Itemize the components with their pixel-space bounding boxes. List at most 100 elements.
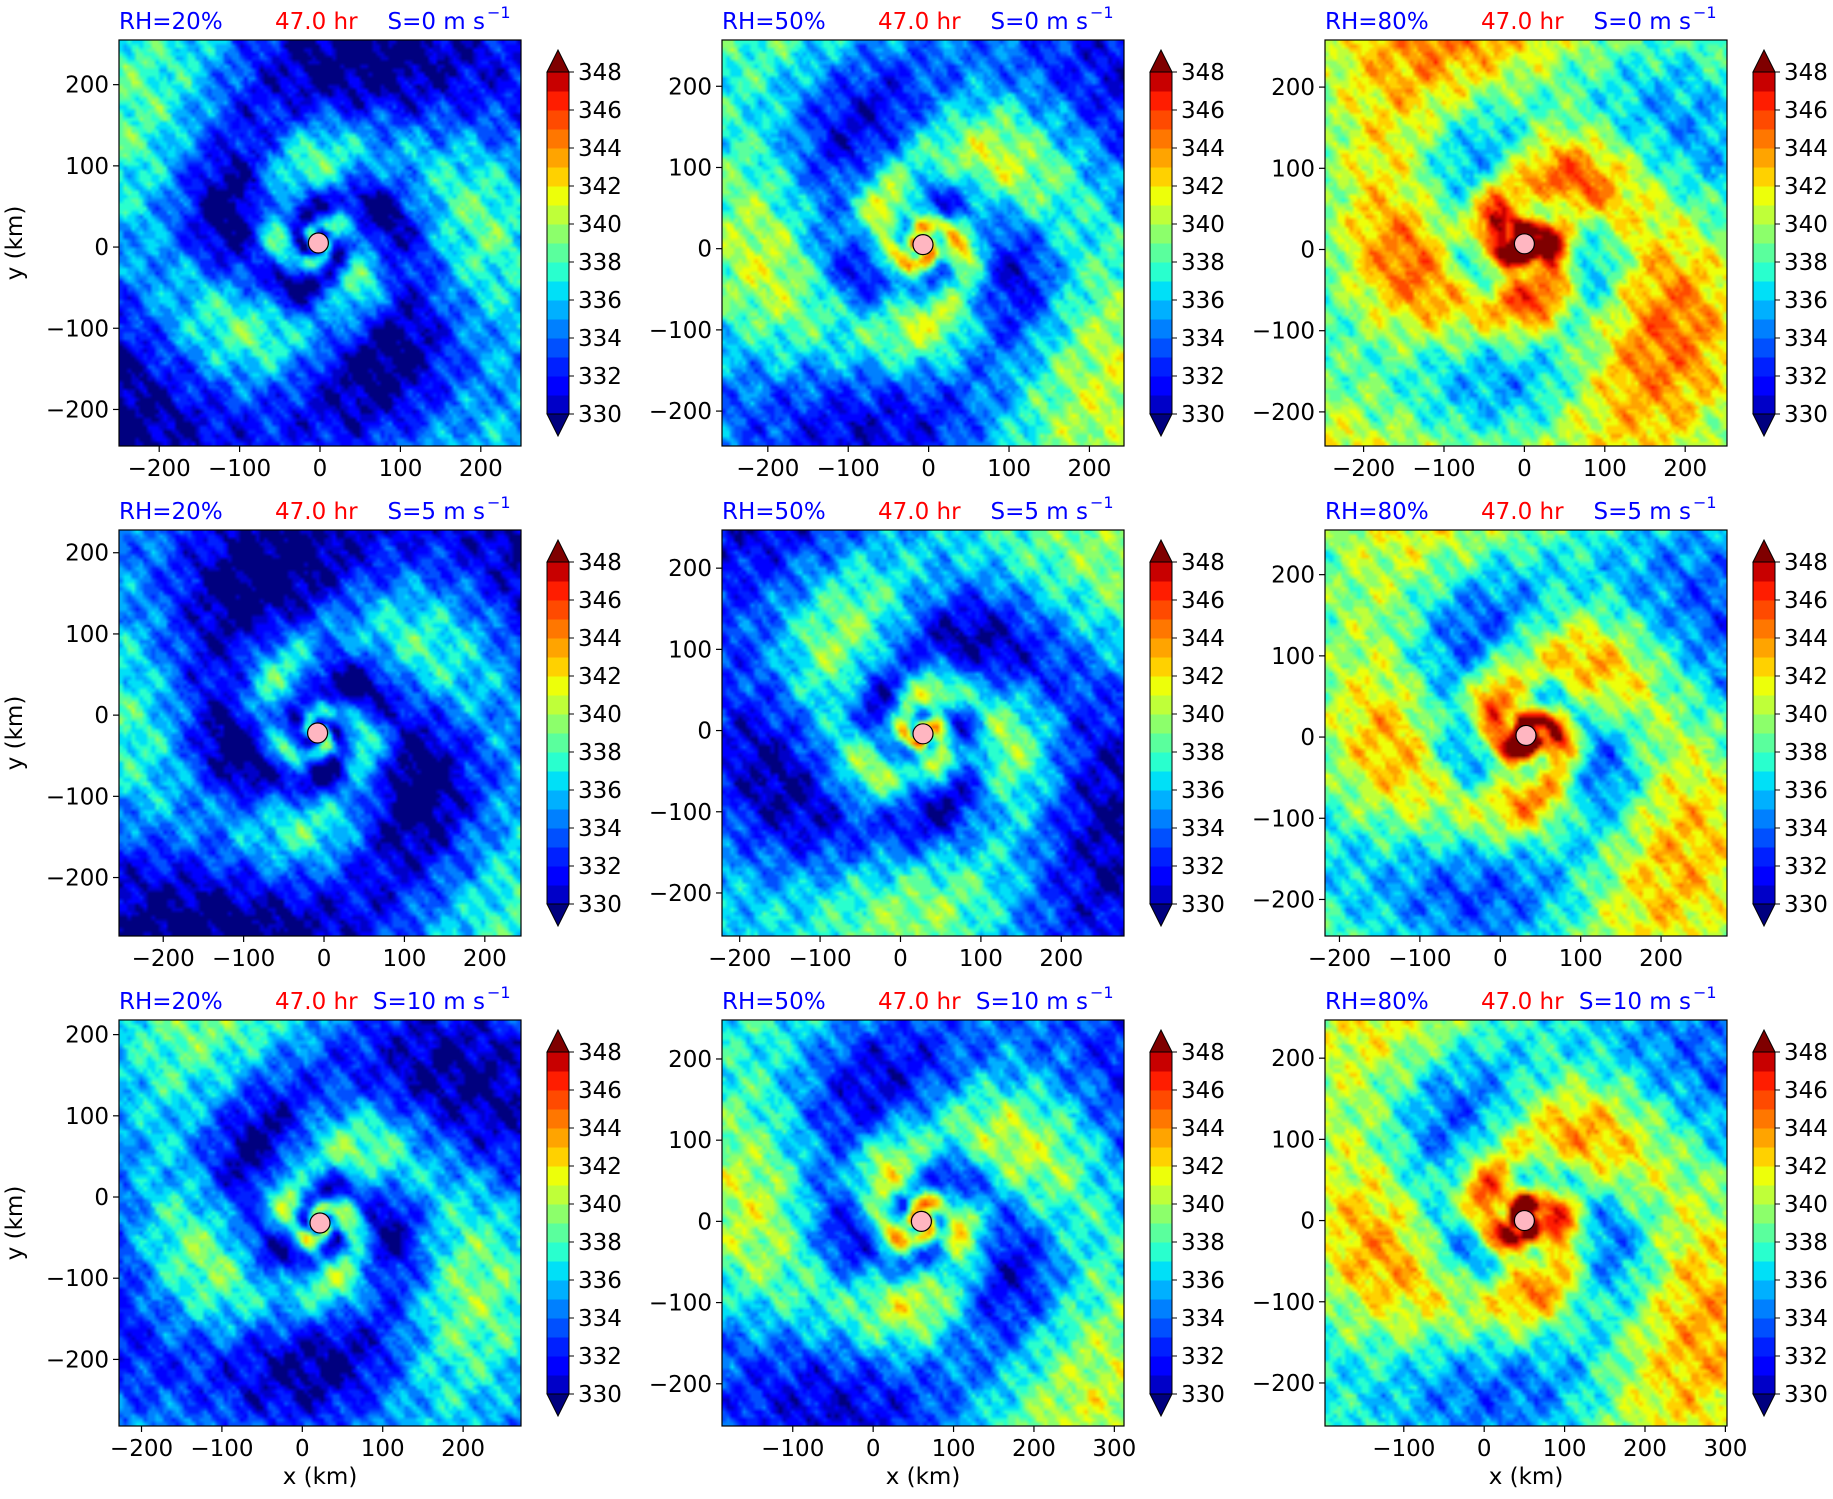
colorbar-tick-label: 346 [1784, 98, 1828, 124]
colorbar-tick-label: 342 [1784, 664, 1828, 690]
colorbar-segment [547, 1223, 569, 1243]
y-tick-label: 100 [65, 622, 109, 648]
colorbar-tick-label: 334 [1784, 326, 1828, 352]
panel-time-label: 47.0 hr [275, 9, 358, 35]
colorbar-tick-label: 348 [578, 1040, 622, 1066]
colorbar-segment [1753, 885, 1775, 905]
panel-shear-label: S=5 m s [990, 499, 1088, 525]
colorbar-tick-label: 336 [1181, 288, 1225, 314]
y-tick-label: 200 [1271, 1046, 1315, 1072]
y-tick-label: 0 [94, 1185, 109, 1211]
panel-5: −200 −100 0 100 200 −200 −100 0 100 200 RH=50% 47.0… [649, 493, 1225, 972]
colorbar-tick-label: 330 [1784, 402, 1828, 428]
storm-center-marker [1513, 233, 1535, 255]
colorbar-extend-max [1752, 48, 1776, 73]
colorbar-tick-label: 336 [1181, 1268, 1225, 1294]
y-tick-label: −200 [46, 866, 109, 892]
y-tick-label: 200 [65, 73, 109, 99]
x-axis-label: x (km) [886, 1464, 961, 1490]
panel-shear-exponent: −1 [1693, 983, 1717, 1002]
colorbar-segment [1753, 790, 1775, 810]
colorbar-tick-label: 332 [578, 1344, 622, 1370]
colorbar-segment [1753, 1052, 1775, 1072]
y-axis-label: y (km) [2, 696, 28, 771]
x-tick-label: −100 [190, 1436, 253, 1462]
colorbar-segment [1150, 1185, 1172, 1205]
x-tick-label: 100 [361, 1436, 405, 1462]
x-tick-label: 100 [378, 456, 422, 482]
colorbar-segment [1150, 733, 1172, 753]
colorbar-extend-max [1752, 1028, 1776, 1053]
x-tick-label: 100 [1583, 456, 1627, 482]
colorbar-segment [1753, 847, 1775, 867]
x-tick-label: −200 [736, 456, 799, 482]
panel-time-label: 47.0 hr [878, 9, 961, 35]
colorbar-tick-label: 330 [1784, 1382, 1828, 1408]
colorbar-segment [1753, 695, 1775, 715]
y-tick-label: 100 [668, 155, 712, 181]
colorbar-tick-label: 334 [1784, 1306, 1828, 1332]
colorbar-extend-min [1149, 903, 1173, 928]
colorbar-tick-label: 346 [1181, 588, 1225, 614]
colorbar-segment [1150, 1261, 1172, 1281]
storm-center-marker [306, 722, 329, 744]
colorbar-segment [1753, 1242, 1775, 1262]
colorbar-frame [1149, 1051, 1173, 1395]
colorbar-tick-label: 336 [1784, 778, 1828, 804]
colorbar-segment [1150, 885, 1172, 905]
colorbar-segment [547, 581, 569, 601]
x-tick-label: 0 [1493, 946, 1508, 972]
colorbar-extend-max [546, 1028, 570, 1053]
colorbar-segment [1150, 1280, 1172, 1300]
y-tick-label: −100 [649, 318, 712, 344]
storm-center-marker [307, 232, 329, 254]
colorbar-segment [1150, 676, 1172, 696]
colorbar-segment [547, 1128, 569, 1148]
colorbar-tick-label: 342 [1784, 1154, 1828, 1180]
panel-rh-label: RH=50% [722, 499, 826, 525]
colorbar-segment [547, 1090, 569, 1110]
colorbar-segment [1753, 1356, 1775, 1376]
y-tick-label: −100 [46, 784, 109, 810]
colorbar-frame [1149, 71, 1173, 415]
colorbar-segment [547, 1261, 569, 1281]
colorbar-extend-min [546, 413, 570, 438]
x-tick-label: −100 [761, 1436, 824, 1462]
colorbar-tick-label: 332 [1181, 364, 1225, 390]
x-tick-label: −100 [1388, 946, 1451, 972]
colorbar-segment [1150, 1071, 1172, 1091]
colorbar-segment [1150, 809, 1172, 829]
colorbar-segment [547, 1337, 569, 1357]
panel-shear-exponent: −1 [1090, 493, 1114, 512]
x-tick-label: 200 [441, 1436, 485, 1462]
colorbar-tick-label: 342 [578, 174, 622, 200]
colorbar-tick-label: 334 [1181, 326, 1225, 352]
colorbar-segment [1753, 1185, 1775, 1205]
colorbar-segment [1150, 828, 1172, 848]
colorbar-frame [546, 1051, 570, 1395]
colorbar-tick-label: 334 [578, 326, 622, 352]
colorbar: 330 332 334 336 338 340 342 344 346 348 [1149, 48, 1225, 438]
colorbar-segment [547, 809, 569, 829]
colorbar-tick-label: 346 [1181, 98, 1225, 124]
panel-shear-exponent: −1 [1693, 3, 1717, 22]
colorbar-segment [1753, 72, 1775, 92]
panel-rh-label: RH=50% [722, 9, 826, 35]
colorbar-segment [1753, 357, 1775, 377]
x-tick-label: 300 [1703, 1436, 1747, 1462]
colorbar-segment [547, 676, 569, 696]
colorbar-segment [547, 186, 569, 206]
axes-frame [1324, 39, 1728, 447]
panel-shear-label: S=5 m s [387, 499, 485, 525]
x-tick-label: 200 [1067, 456, 1111, 482]
panel-rh-label: RH=80% [1325, 499, 1429, 525]
y-tick-label: 0 [697, 1209, 712, 1235]
colorbar-segment [547, 167, 569, 187]
panel-1: −200 −100 0 100 200 −200 −100 0 100 200 y (km) RH=2… [2, 3, 622, 482]
colorbar-segment [1150, 771, 1172, 791]
colorbar-tick-label: 340 [1181, 1192, 1225, 1218]
panel-shear-label: S=0 m s [990, 9, 1088, 35]
panel-time-label: 47.0 hr [1481, 989, 1564, 1015]
colorbar-frame [546, 561, 570, 905]
colorbar-segment [1150, 1299, 1172, 1319]
